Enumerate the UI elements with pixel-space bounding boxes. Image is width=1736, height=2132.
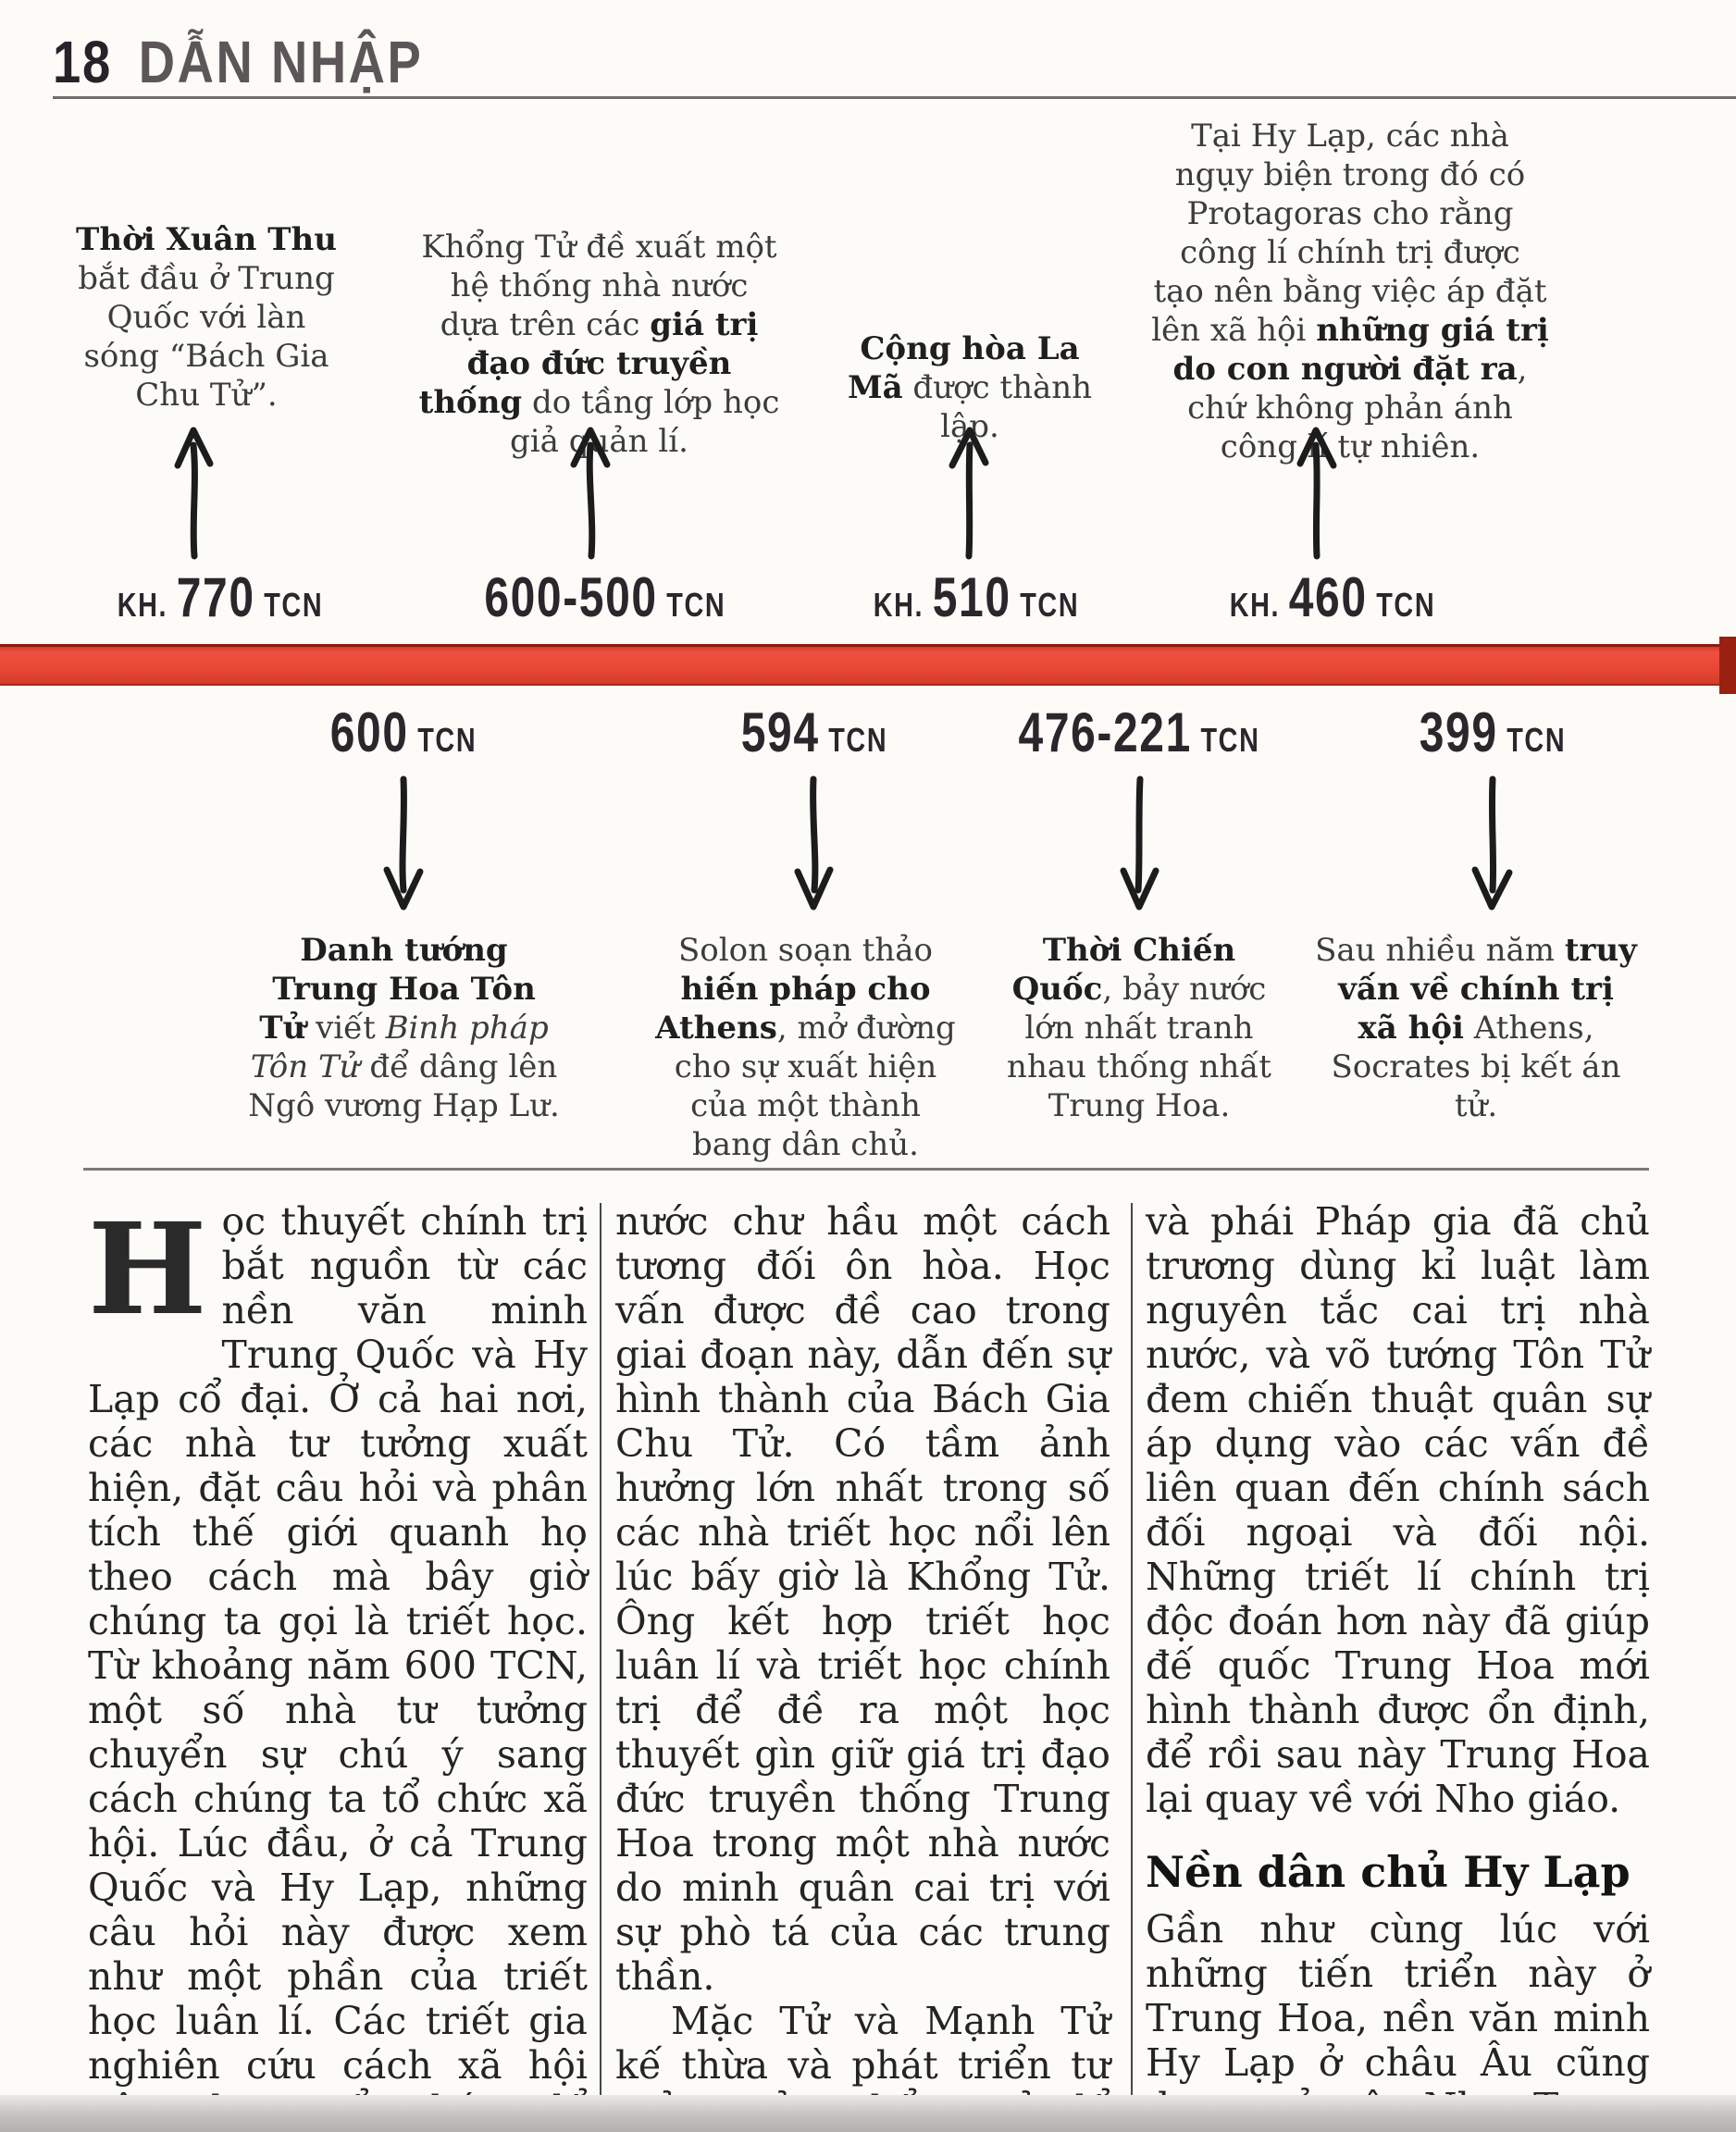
timeline-bar [0,644,1736,686]
timeline-event-above-3: Cộng hòa La Mã được thành lập. [847,330,1093,445]
up-arrow-icon [570,427,611,560]
timeline-date-770: KH. 770 TCN [117,566,324,628]
down-arrow-icon [383,775,424,911]
timeline-date-594: 594 TCN [740,701,888,763]
down-arrow-icon [1471,775,1513,911]
header-rule [53,96,1736,99]
timeline-date-399: 399 TCN [1419,701,1567,763]
timeline-date-460: KH. 460 TCN [1229,566,1436,628]
subheading-greece: Nền dân chủ Hy Lạp [1146,1847,1631,1897]
paragraph: và phái Pháp gia đã chủ trương dùng kỉ l… [1146,1199,1650,1821]
article-top-rule [83,1168,1649,1171]
timeline-event-above-4: Tại Hy Lạp, các nhà ngụy biện trong đó c… [1151,118,1549,465]
paragraph: nước chư hầu một cách tương đối ôn hòa. … [615,1199,1110,1999]
timeline-event-below-1: Danh tướng Trung Hoa Tôn Tử viết Binh ph… [248,932,560,1124]
up-arrow-icon [1296,427,1337,560]
timeline-event-above-1: Thời Xuân Thu bắt đầu ở Trung Quốc với l… [76,221,337,414]
up-arrow-icon [174,427,214,560]
article-column-3: và phái Pháp gia đã chủ trương dùng kỉ l… [1146,1199,1650,2132]
timeline-date-600: 600 TCN [329,701,477,763]
down-arrow-icon [794,775,834,911]
page-header: 18 DẪN NHẬP [53,28,423,96]
down-arrow-icon [1120,775,1159,911]
timeline-date-510: KH. 510 TCN [873,566,1080,628]
page-bottom-edge [0,2095,1736,2132]
timeline-event-below-2: Solon soạn thảo hiến pháp cho Athens, mở… [655,932,956,1163]
article-column-2: nước chư hầu một cách tương đối ôn hòa. … [615,1199,1110,2132]
column-separator [600,1203,601,2132]
drop-cap: H [88,1196,207,1344]
timeline-date-476-221: 476-221 TCN [1018,701,1260,763]
timeline-date-600-500: 600-500 TCN [484,566,726,628]
timeline-event-below-3: Thời Chiến Quốc, bảy nước lớn nhất tranh… [1007,932,1271,1124]
section-title: DẪN NHẬP [138,29,424,95]
timeline-bar-end-cap [1719,637,1736,694]
column-separator [1131,1203,1133,2132]
page-number: 18 [53,29,112,95]
timeline-event-below-4: Sau nhiều năm truy vấn về chính trị xã h… [1315,932,1637,1124]
up-arrow-icon [949,427,989,560]
